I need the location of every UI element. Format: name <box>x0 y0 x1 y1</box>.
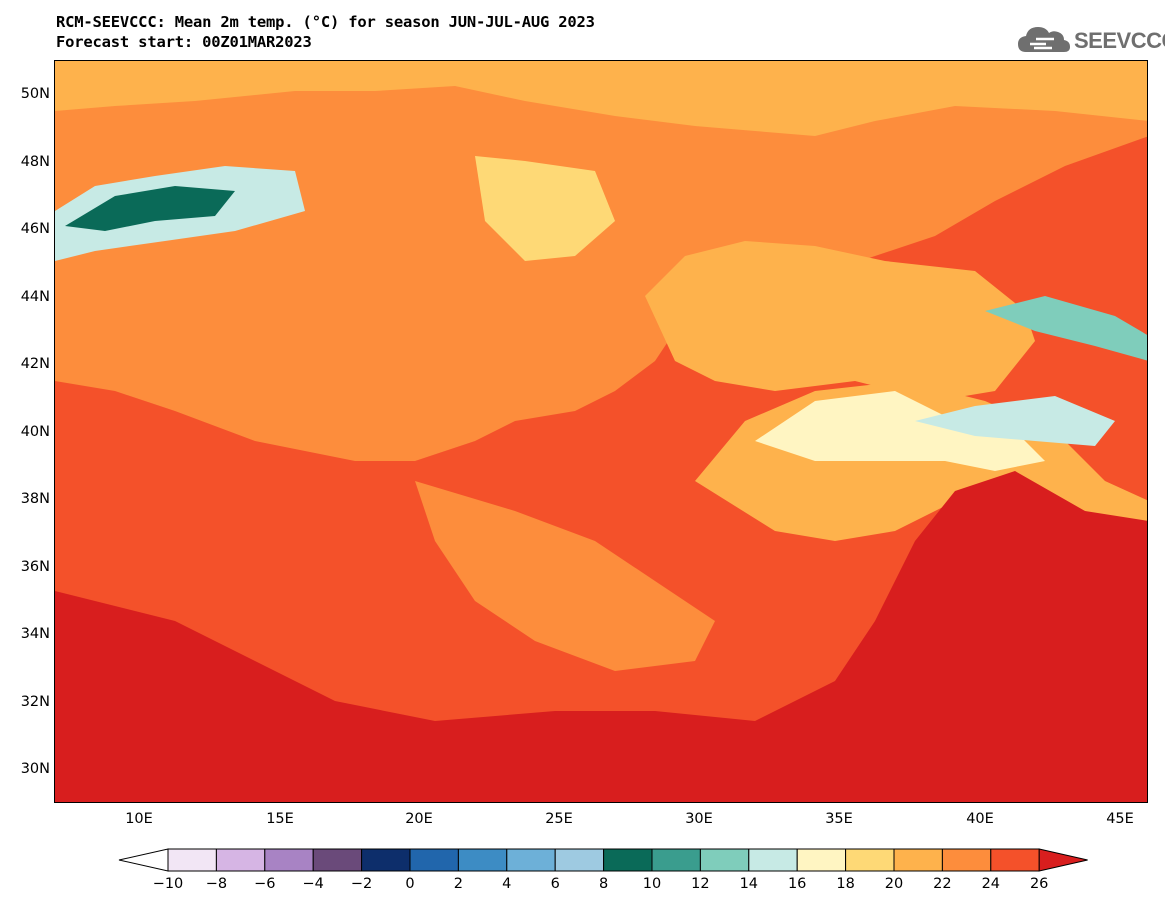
colorbar-swatch <box>651 848 701 872</box>
lon-label-15e: 15E <box>266 811 294 827</box>
colorbar-tick-label: 4 <box>502 876 512 892</box>
seevccc-logo: SEEVCCC <box>1016 20 1165 60</box>
contour-22-north <box>55 61 1147 461</box>
colorbar-swatch <box>748 848 798 872</box>
alps-cold-core <box>65 186 235 231</box>
lon-label-30e: 30E <box>685 811 713 827</box>
map-canvas <box>55 61 1147 802</box>
colorbar-under-triangle <box>118 848 169 872</box>
anatolia-cool-region <box>915 396 1115 446</box>
lat-label-46n: 46N <box>20 221 50 237</box>
colorbar-swatch <box>990 848 1040 872</box>
colorbar-tick-label: 8 <box>598 876 609 892</box>
colorbar-tick-label: 12 <box>691 876 710 892</box>
colorbar-tick-label: 0 <box>405 876 415 892</box>
lat-label-42n: 42N <box>20 356 50 372</box>
caucasus-cool-region <box>985 296 1147 361</box>
colorbar-tick-label: −4 <box>302 876 324 892</box>
colorbar-tick-label: 10 <box>642 876 662 892</box>
contour-20-north <box>55 61 1147 136</box>
colorbar-over-triangle <box>1038 848 1088 872</box>
map-title: RCM-SEEVCCC: Mean 2m temp. (°C) for seas… <box>56 12 595 52</box>
lat-label-48n: 48N <box>20 154 50 170</box>
colorbar-swatch <box>603 848 653 872</box>
colorbar-swatch <box>264 848 314 872</box>
colorbar-tick-label: 16 <box>787 876 807 892</box>
colorbar-swatch <box>312 848 363 872</box>
colorbar-swatch <box>167 848 217 872</box>
cloud-icon <box>1018 27 1070 52</box>
colorbar-swatch <box>893 848 943 872</box>
lat-label-34n: 34N <box>20 626 50 642</box>
lon-label-45e: 45E <box>1106 811 1134 827</box>
title-line-1: RCM-SEEVCCC: Mean 2m temp. (°C) for seas… <box>56 13 595 31</box>
colorbar-tick-label: 20 <box>884 876 904 892</box>
colorbar-tick-label: 24 <box>981 876 1001 892</box>
colorbar-swatch <box>215 848 266 872</box>
carpathian-region <box>475 156 615 261</box>
colorbar <box>118 848 1088 872</box>
colorbar-tick-label: 14 <box>739 876 759 892</box>
colorbar-tick-label: −2 <box>350 876 373 892</box>
colorbar-swatch <box>845 848 895 872</box>
black-sea-region <box>645 241 1035 401</box>
lat-label-44n: 44N <box>20 289 50 305</box>
lon-label-25e: 25E <box>545 811 573 827</box>
lat-label-36n: 36N <box>20 559 50 575</box>
colorbar-swatch <box>796 848 847 872</box>
lon-label-20e: 20E <box>405 811 433 827</box>
lon-label-10e: 10E <box>125 811 153 827</box>
lat-label-38n: 38N <box>20 491 50 507</box>
colorbar-swatch <box>361 848 411 872</box>
colorbar-tick-label: 6 <box>550 876 560 892</box>
contour-26-south <box>55 471 1147 802</box>
colorbar-swatch <box>699 848 750 872</box>
colorbar-swatch <box>409 848 459 872</box>
colorbar-tick-label: 2 <box>453 876 463 892</box>
colorbar-tick-label: −6 <box>254 876 276 892</box>
lat-label-50n: 50N <box>20 86 50 102</box>
colorbar-swatch <box>554 848 605 872</box>
lat-label-32n: 32N <box>20 694 50 710</box>
colorbar-swatch <box>506 848 556 872</box>
colorbar-tick-label: −10 <box>152 876 184 892</box>
lon-label-40e: 40E <box>966 811 994 827</box>
anatolia-highland-region <box>755 391 1045 471</box>
lon-label-35e: 35E <box>825 811 853 827</box>
eastern-mediterranean-region <box>415 481 715 671</box>
lat-label-30n: 30N <box>20 761 50 777</box>
colorbar-swatch <box>941 848 992 872</box>
colorbar-tick-label: −8 <box>205 876 228 892</box>
colorbar-tick-label: 26 <box>1029 876 1049 892</box>
lat-label-40n: 40N <box>20 424 50 440</box>
colorbar-tick-label: 18 <box>836 876 855 892</box>
title-line-2: Forecast start: 00Z01MAR2023 <box>56 33 312 51</box>
temperature-map <box>54 60 1148 803</box>
colorbar-swatch <box>457 848 508 872</box>
logo-text: SEEVCCC <box>1074 28 1165 53</box>
colorbar-tick-label: 22 <box>933 876 952 892</box>
